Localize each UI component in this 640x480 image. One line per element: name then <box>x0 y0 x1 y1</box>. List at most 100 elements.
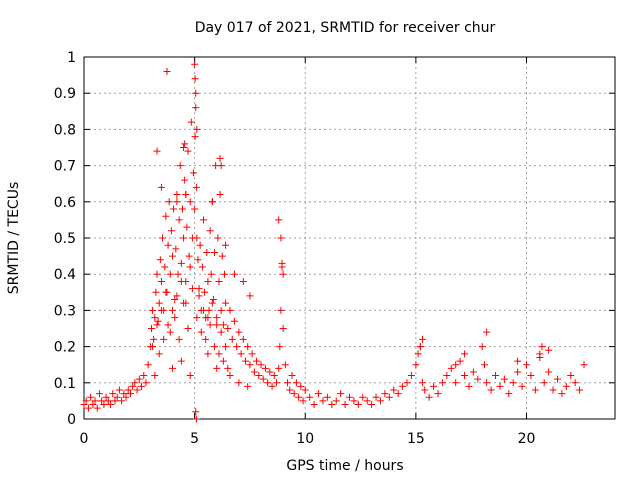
data-point <box>195 292 203 300</box>
data-point <box>540 379 548 387</box>
data-point <box>98 397 106 405</box>
data-point <box>399 382 407 390</box>
data-point <box>469 368 477 376</box>
data-point <box>211 248 219 256</box>
data-point <box>184 325 192 332</box>
data-point <box>118 397 126 405</box>
data-point <box>419 379 427 387</box>
data-point <box>301 386 309 394</box>
data-point <box>138 382 146 390</box>
data-point <box>144 361 152 369</box>
data-point <box>93 404 101 412</box>
data-point <box>133 386 141 394</box>
data-point <box>279 270 287 278</box>
data-point <box>284 379 292 387</box>
data-point <box>199 306 207 314</box>
axis-ticks: 00.10.20.30.40.50.60.70.80.910 5 10 15 20 <box>54 50 615 447</box>
data-point <box>315 390 323 398</box>
data-point <box>381 390 389 398</box>
data-point <box>172 245 180 253</box>
data-point <box>181 176 189 184</box>
data-point <box>169 364 176 372</box>
data-point <box>219 321 227 329</box>
data-point <box>219 357 227 365</box>
y-tick-label: 0.7 <box>54 159 76 175</box>
data-point <box>226 306 234 314</box>
data-point <box>206 321 214 329</box>
data-point <box>216 154 224 162</box>
data-point <box>407 372 415 380</box>
data-point <box>109 390 117 398</box>
data-point <box>246 361 254 369</box>
data-point <box>571 379 579 387</box>
data-point <box>84 404 92 412</box>
data-point <box>213 314 221 322</box>
data-point <box>166 328 174 336</box>
data-point <box>461 350 469 358</box>
data-point <box>196 241 204 249</box>
data-point <box>186 372 194 380</box>
data-point <box>126 390 134 398</box>
data-point <box>173 191 181 199</box>
data-point <box>430 382 438 390</box>
data-point <box>107 401 115 409</box>
data-point <box>261 364 269 372</box>
data-point <box>230 317 238 325</box>
data-point <box>419 335 427 343</box>
data-point <box>222 343 230 351</box>
data-point <box>180 234 188 242</box>
data-point <box>192 183 200 191</box>
data-point <box>162 288 170 296</box>
data-point <box>191 75 199 83</box>
data-point <box>264 379 272 387</box>
y-axis-title: SRMTID / TECUs <box>6 182 22 295</box>
data-point <box>113 393 121 401</box>
data-point <box>292 379 300 387</box>
data-point <box>135 375 143 383</box>
data-point <box>82 397 90 405</box>
data-point <box>354 401 362 409</box>
data-point <box>310 401 318 409</box>
data-point <box>244 343 252 351</box>
data-point <box>509 379 517 387</box>
data-point <box>149 343 157 351</box>
data-point <box>452 361 460 369</box>
data-point <box>239 277 247 285</box>
data-point <box>204 277 212 285</box>
data-point <box>295 393 303 401</box>
data-point <box>536 350 544 358</box>
data-point <box>192 104 200 112</box>
data-point <box>191 133 199 141</box>
data-point <box>425 393 433 401</box>
data-point <box>576 386 584 394</box>
data-point <box>153 270 161 278</box>
data-point <box>207 270 215 278</box>
data-point <box>192 415 200 423</box>
data-point <box>140 372 148 380</box>
data-point <box>220 270 228 278</box>
data-point <box>190 169 198 177</box>
data-point <box>297 382 305 390</box>
data-point <box>527 372 535 380</box>
data-point <box>244 382 252 390</box>
data-point <box>192 89 200 97</box>
data-point <box>385 393 393 401</box>
data-point <box>390 386 398 394</box>
data-point <box>319 397 327 405</box>
data-point <box>178 205 186 213</box>
data-point <box>199 216 207 224</box>
data-point <box>416 343 424 351</box>
data-point <box>337 390 345 398</box>
x-axis-title: GPS time / hours <box>286 458 403 474</box>
data-point <box>89 401 97 409</box>
data-point <box>164 241 172 249</box>
data-point <box>483 328 491 336</box>
data-point <box>465 382 473 390</box>
data-point <box>421 386 429 394</box>
data-point <box>111 397 119 405</box>
data-point <box>211 343 219 351</box>
x-tick-label: 5 <box>190 431 199 447</box>
data-point <box>191 60 199 68</box>
data-point <box>191 205 199 213</box>
